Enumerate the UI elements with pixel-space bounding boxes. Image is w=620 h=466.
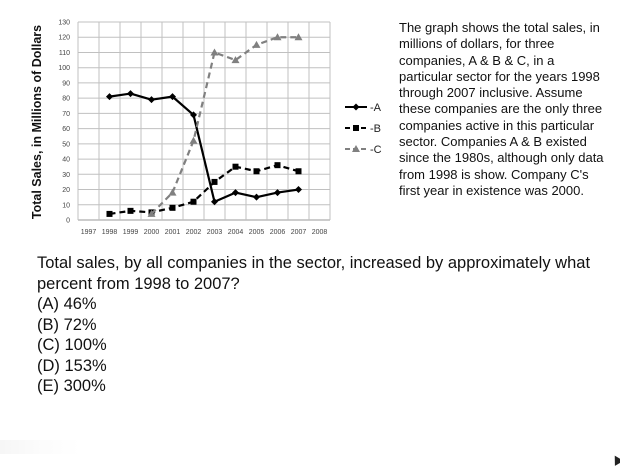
x-tick-label: 1997 — [81, 229, 97, 236]
marker-square — [295, 168, 302, 175]
x-tick-label: 1998 — [102, 229, 118, 236]
marker-diamond — [169, 93, 176, 101]
marker-diamond — [148, 96, 155, 104]
y-tick-label: 80 — [62, 96, 70, 103]
y-axis-label: Total Sales, in Millions of Dollars — [30, 24, 44, 220]
marker-square — [353, 125, 359, 131]
marker-triangle — [168, 188, 177, 196]
x-tick-label: 2006 — [270, 229, 286, 236]
marker-triangle — [231, 56, 240, 64]
marker-square — [106, 210, 113, 217]
x-tick-label: 2004 — [228, 229, 244, 236]
x-tick-label: 2003 — [207, 229, 223, 236]
y-tick-label: 90 — [62, 80, 70, 87]
marker-square — [190, 198, 197, 205]
marker-diamond — [352, 103, 360, 111]
marker-triangle — [189, 136, 198, 144]
marker-triangle — [294, 33, 303, 41]
marker-triangle — [210, 48, 219, 56]
x-tick-label: 2002 — [186, 229, 202, 236]
marker-square — [274, 162, 281, 169]
description-text: The graph shows the total sales, in mill… — [399, 20, 604, 198]
marker-diamond — [232, 189, 239, 197]
marker-square — [232, 163, 239, 170]
y-tick-label: 120 — [58, 35, 70, 42]
y-tick-label: 60 — [62, 126, 70, 133]
marker-diamond — [274, 189, 281, 197]
y-tick-label: 130 — [58, 20, 70, 27]
marker-square — [169, 204, 176, 211]
question-text: Total sales, by all companies in the sec… — [37, 254, 591, 293]
answer-options: (A) 46% (B) 72% (C) 100% (D) 153% (E) 30… — [37, 294, 107, 397]
marker-triangle — [252, 40, 261, 48]
marker-square — [253, 168, 260, 175]
x-tick-label: 2007 — [291, 229, 307, 236]
marker-diamond — [190, 111, 197, 119]
series-line-c — [150, 36, 299, 215]
series-line-b — [109, 164, 299, 215]
legend-label-b: -B — [370, 123, 381, 135]
marker-diamond — [295, 186, 302, 194]
option-a[interactable]: (A) 46% — [37, 295, 97, 313]
y-tick-label: 30 — [62, 172, 70, 179]
y-tick-label: 40 — [62, 157, 70, 164]
marker-square — [127, 207, 134, 214]
marker-diamond — [106, 93, 113, 101]
y-tick-label: 100 — [58, 65, 70, 72]
y-tick-label: 0 — [66, 218, 70, 225]
x-tick-label: 1999 — [123, 229, 139, 236]
y-tick-label: 70 — [62, 111, 70, 118]
x-tick-label: 2000 — [144, 229, 160, 236]
legend-label-c: -C — [370, 144, 382, 156]
y-tick-label: 20 — [62, 187, 70, 194]
series-line-a — [109, 92, 299, 203]
marker-triangle — [352, 145, 360, 152]
marker-diamond — [211, 198, 218, 206]
x-tick-label: 2001 — [165, 229, 181, 236]
y-tick-label: 110 — [59, 50, 70, 57]
marker-square — [211, 178, 218, 185]
option-d[interactable]: (D) 153% — [37, 356, 107, 375]
option-b[interactable]: (B) 72% — [37, 315, 97, 334]
y-tick-label: 50 — [62, 141, 70, 148]
option-c[interactable]: (C) 100% — [37, 336, 107, 355]
faded-watermark — [0, 440, 80, 454]
legend-label-a: -A — [370, 102, 382, 114]
x-tick-label: 2005 — [249, 229, 265, 236]
marker-triangle — [273, 33, 282, 41]
marker-diamond — [253, 193, 260, 201]
option-e[interactable]: (E) 300% — [37, 377, 106, 396]
marker-triangle — [147, 209, 156, 217]
marker-diamond — [127, 90, 134, 98]
x-tick-label: 2008 — [312, 229, 328, 236]
y-tick-label: 10 — [62, 202, 70, 209]
